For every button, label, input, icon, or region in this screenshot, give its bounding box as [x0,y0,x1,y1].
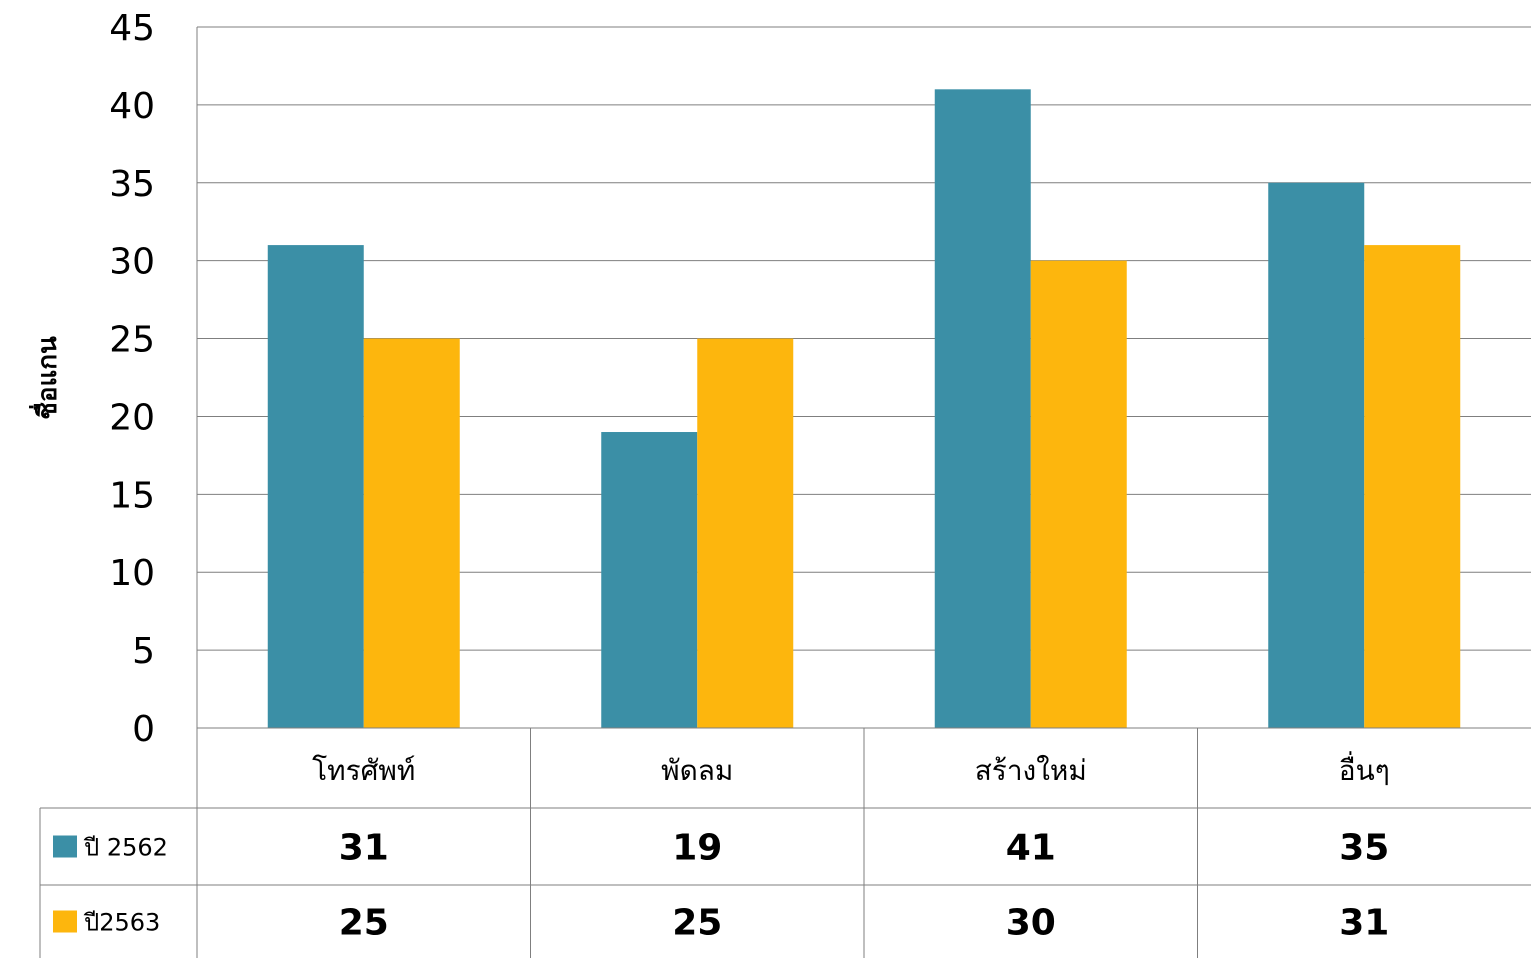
data-value: 35 [1339,828,1389,869]
data-value: 31 [1339,903,1389,944]
y-tick-label: 25 [109,320,155,361]
y-tick-label: 10 [109,553,155,594]
legend-label: ปี 2562 [83,834,168,862]
y-tick-label: 20 [109,397,155,438]
category-label: สร้างใหม่ [975,754,1087,787]
data-value: 30 [1006,903,1056,944]
y-tick-label: 40 [109,86,155,127]
data-value: 19 [672,828,722,869]
bar-2-2 [697,338,794,728]
y-tick-label: 0 [132,709,155,750]
legend-swatch [53,910,77,933]
bars [267,89,1461,729]
bar-1-1 [267,245,364,729]
bar-2-1 [363,338,460,728]
bar-1-2 [601,432,698,728]
data-table: ปี 2562 31 19 41 35 ปี2563 25 25 30 31 [53,828,1389,944]
y-tick-label: 15 [109,475,155,516]
bar-1-3 [934,89,1031,729]
y-tick-label: 30 [109,242,155,283]
y-axis-ticks: 0 5 10 15 20 25 30 35 40 45 [109,8,155,750]
category-labels: โทรศัพท์ พัดลม สร้างใหม่ อื่นๆ [312,751,1390,787]
bar-2-4 [1364,245,1461,729]
data-value: 25 [339,903,389,944]
category-label: พัดลม [661,754,733,787]
data-table-lines [39,27,1531,958]
y-axis-title: ชื่อแกน [28,336,63,420]
y-tick-label: 35 [109,164,155,205]
y-tick-label: 5 [132,631,155,672]
legend-label: ปี2563 [83,909,160,937]
bar-2-3 [1030,260,1127,728]
category-label: อื่นๆ [1339,751,1390,787]
category-label: โทรศัพท์ [312,754,415,787]
y-tick-label: 45 [109,8,155,49]
data-value: 31 [339,828,389,869]
data-value: 25 [672,903,722,944]
legend-swatch [53,835,77,858]
data-value: 41 [1006,828,1056,869]
bar-1-4 [1268,182,1365,728]
